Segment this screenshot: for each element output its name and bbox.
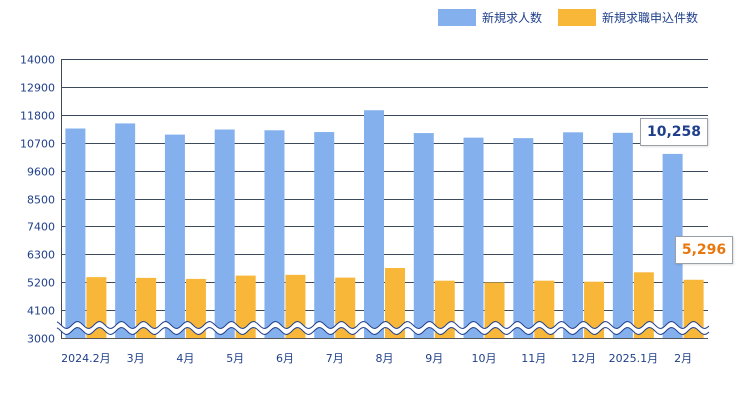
bar-job-openings <box>463 137 484 338</box>
legend-item-job-applications: 新規求職申込件数 <box>558 9 698 26</box>
x-tick-label: 11月 <box>521 352 546 365</box>
legend-label-job-openings: 新規求人数 <box>482 11 543 25</box>
x-tick-label: 3月 <box>127 352 145 365</box>
y-tick-label: 12900 <box>20 82 55 95</box>
x-tick-label: 4月 <box>176 352 194 365</box>
y-tick-label: 8500 <box>27 194 55 207</box>
x-tick-label: 2025.1月 <box>609 352 659 365</box>
bar-job-openings <box>314 132 335 338</box>
y-tick-label: 6300 <box>27 249 55 262</box>
y-tick-label: 10700 <box>20 138 55 151</box>
x-tick-label: 5月 <box>226 352 244 365</box>
legend: 新規求人数 新規求職申込件数 <box>438 9 714 26</box>
bar-job-openings <box>563 132 584 338</box>
x-tick-label: 7月 <box>326 352 344 365</box>
bar-job-openings <box>214 129 235 338</box>
bar-job-openings <box>612 132 633 338</box>
legend-swatch-job-applications <box>558 9 597 26</box>
y-tick-label: 4100 <box>27 305 55 318</box>
x-tick-label: 6月 <box>276 352 294 365</box>
y-tick-label: 11800 <box>20 110 55 123</box>
x-tick-label: 9月 <box>425 352 443 365</box>
bar-job-openings <box>264 130 285 338</box>
callout-job-openings-latest: 10,258 <box>640 118 708 146</box>
y-tick-label: 5200 <box>27 277 55 290</box>
bar-job-applications <box>584 281 605 338</box>
callout-job-applications-latest: 5,296 <box>675 236 733 264</box>
x-tick-label: 8月 <box>376 352 394 365</box>
bar-job-openings <box>513 138 534 338</box>
axis-break-line <box>56 321 710 329</box>
bar-job-applications <box>385 267 405 338</box>
x-tick-label: 2月 <box>674 352 692 365</box>
legend-swatch-job-openings <box>438 9 476 26</box>
x-tick-label: 10月 <box>472 352 497 365</box>
bar-job-openings <box>164 134 185 338</box>
y-tick-label: 7400 <box>27 221 55 234</box>
bar-job-openings <box>662 153 683 338</box>
legend-label-job-applications: 新規求職申込件数 <box>602 11 699 25</box>
x-tick-label: 2024.2月 <box>61 352 111 365</box>
bar-job-openings <box>413 133 434 338</box>
axis-break-line <box>56 327 710 335</box>
bar-job-openings <box>65 128 86 338</box>
bar-job-openings <box>115 123 136 338</box>
bar-job-applications <box>683 279 704 338</box>
legend-item-job-openings: 新規求人数 <box>438 9 542 26</box>
x-tick-label: 12月 <box>571 352 596 365</box>
y-tick-label: 14000 <box>20 54 55 67</box>
y-tick-label: 3000 <box>27 333 55 346</box>
y-tick-label: 9600 <box>27 166 55 179</box>
bar-job-openings <box>364 110 384 338</box>
